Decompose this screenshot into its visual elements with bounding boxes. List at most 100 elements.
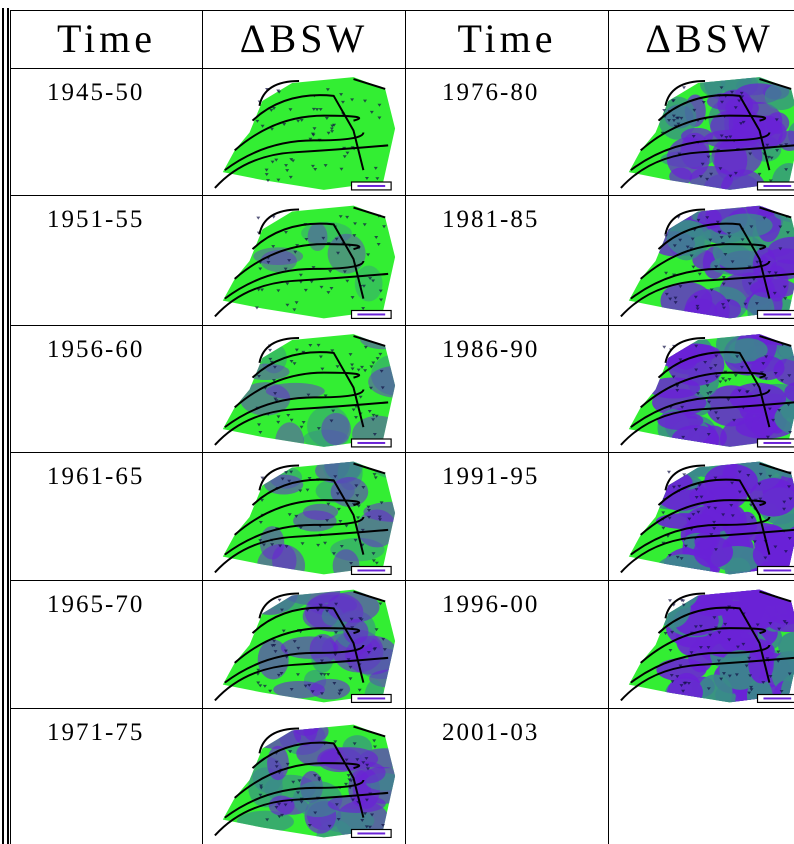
well-symbol — [374, 628, 379, 632]
well-symbol — [749, 503, 754, 507]
fault-line — [630, 644, 771, 684]
fault-line — [759, 590, 792, 603]
well-symbol — [757, 172, 762, 176]
well-symbol — [350, 626, 355, 630]
well-symbol — [747, 282, 752, 286]
well-symbol — [733, 106, 738, 110]
well-symbol — [727, 638, 732, 642]
fault-line — [664, 80, 706, 107]
well-symbol — [344, 758, 349, 762]
well-symbol — [713, 476, 718, 480]
well-symbol — [276, 178, 281, 182]
well-symbol — [737, 490, 742, 494]
well-symbol — [774, 118, 779, 122]
well-symbol — [751, 277, 756, 281]
patch — [646, 350, 703, 367]
well-symbol — [723, 622, 728, 626]
map-image — [620, 77, 794, 191]
fault-line — [214, 528, 389, 574]
well-symbol — [721, 276, 726, 280]
map-image — [620, 589, 794, 704]
well-symbol — [730, 481, 735, 485]
well-symbol — [721, 282, 726, 286]
well-symbol — [707, 400, 712, 404]
fault-line — [353, 725, 386, 738]
fault-line — [234, 627, 361, 664]
well-symbol — [735, 355, 740, 359]
water-patches — [658, 77, 794, 190]
well-symbol — [778, 225, 783, 229]
well-symbol — [379, 298, 384, 302]
well-symbol — [348, 665, 353, 669]
well-symbol — [298, 273, 303, 277]
patch — [722, 505, 747, 538]
fault-line — [234, 243, 361, 280]
well-symbol — [739, 122, 743, 126]
map-cell — [608, 708, 794, 844]
well-symbol — [276, 420, 281, 424]
fault-line — [258, 208, 300, 235]
fault-line — [258, 727, 300, 754]
well-symbol — [727, 377, 732, 381]
well-symbol — [739, 91, 744, 95]
well-symbol — [277, 598, 282, 602]
header-cell: Time — [10, 10, 203, 69]
well-symbol — [367, 515, 372, 519]
well-symbol — [717, 231, 722, 235]
well-symbol — [325, 88, 330, 92]
well-symbol — [378, 518, 382, 522]
well-symbol — [355, 494, 360, 498]
well-symbol — [673, 296, 678, 300]
map-image — [214, 589, 396, 704]
well-symbol — [721, 377, 725, 381]
well-symbol — [260, 288, 265, 292]
well-symbol — [358, 617, 363, 621]
well-symbol — [759, 371, 764, 375]
well-symbol — [286, 413, 291, 417]
water-patches — [236, 724, 396, 838]
well-symbol — [784, 168, 789, 172]
well-symbol — [264, 168, 269, 172]
well-symbol — [675, 116, 679, 120]
time-cell: 1971-75 — [10, 708, 203, 844]
well-symbol — [750, 516, 755, 520]
well-symbol — [333, 740, 338, 744]
well-symbol — [376, 243, 381, 246]
legend-bar — [357, 569, 386, 572]
well-symbol — [713, 506, 718, 510]
well-symbol — [787, 537, 792, 540]
patch — [693, 536, 734, 568]
map-area — [222, 205, 396, 319]
well-symbol — [705, 216, 710, 220]
well-symbol — [698, 175, 703, 179]
well-symbol — [326, 502, 331, 506]
fault-line — [759, 78, 792, 90]
well-symbol — [276, 289, 281, 293]
well-symbol — [285, 169, 290, 173]
well-symbol — [266, 179, 270, 183]
well-symbol — [719, 86, 724, 90]
well-symbol — [730, 260, 735, 264]
well-symbol — [672, 119, 676, 123]
well-symbol — [364, 177, 369, 181]
well-symbol — [366, 253, 371, 257]
well-symbol — [722, 306, 726, 310]
well-symbol — [336, 251, 341, 255]
well-symbol — [782, 500, 787, 504]
well-symbol — [763, 556, 768, 560]
well-symbol — [308, 137, 313, 141]
well-symbol — [255, 119, 260, 123]
well-symbol — [330, 130, 335, 134]
well-symbol — [694, 488, 699, 492]
patch — [724, 557, 751, 575]
time-cell: 1961-65 — [10, 452, 203, 581]
well-symbol — [273, 397, 278, 401]
well-symbol — [777, 627, 782, 631]
well-symbol — [301, 421, 306, 425]
well-symbol — [692, 108, 697, 112]
well-symbol — [708, 633, 713, 637]
well-symbol — [268, 357, 273, 361]
well-symbol — [351, 408, 356, 412]
patch — [330, 477, 369, 507]
well-symbol — [693, 428, 698, 432]
